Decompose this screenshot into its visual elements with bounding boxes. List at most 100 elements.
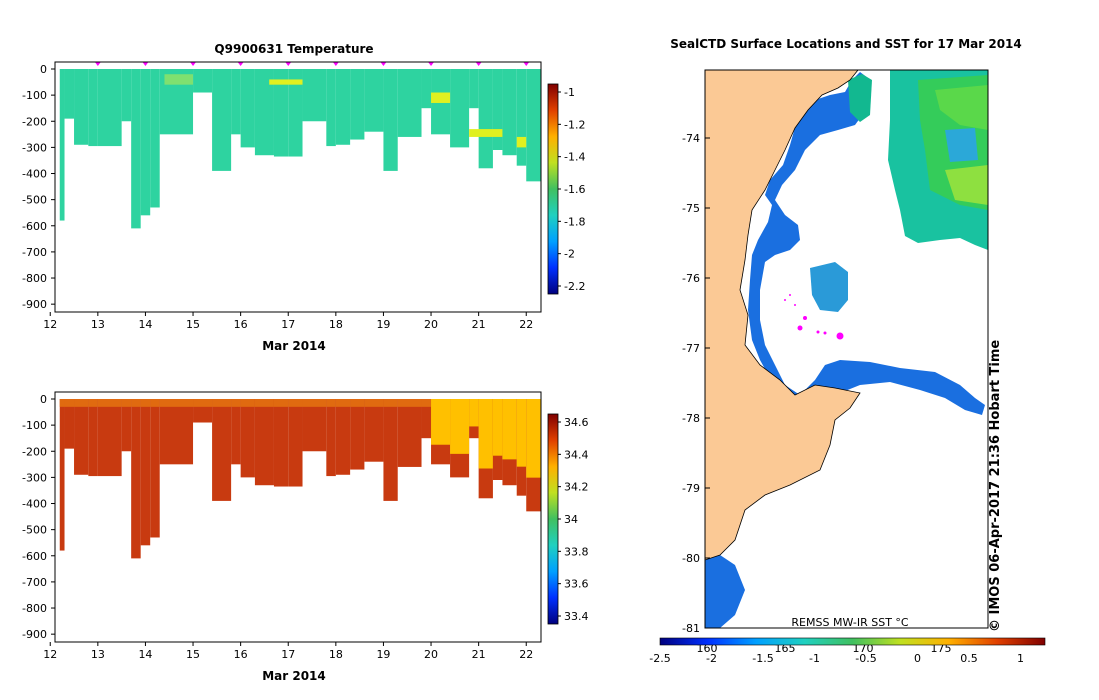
temperature-profile-column [350,69,365,140]
map-frame [704,69,989,629]
y-tick-label: -100 [22,419,47,432]
temperature-profile-column [335,69,351,145]
colorbar-label: 33.4 [564,610,589,623]
y-tick-label: -700 [22,576,47,589]
temperature-profile-column [502,69,517,156]
salinity-profile-column [150,399,160,538]
temperature-profile-column [492,69,503,150]
salinity-surface-layer [140,399,151,407]
temperature-profile-column [288,69,303,157]
x-tick-label: 19 [376,648,390,661]
temperature-profile-column [364,69,384,132]
sst-colorbar-label: -0.5 [855,652,876,665]
ctd-location-marker [823,331,827,335]
salinity-profile-column [64,399,75,449]
colorbar-label: -1.2 [564,118,585,131]
salinity-profile-column [421,399,432,439]
y-tick-label: -900 [22,628,47,641]
salinity-surface-layer [97,399,122,407]
x-tick-label: 16 [234,648,248,661]
y-tick-label: -900 [22,298,47,311]
temperature-warm-patch [431,92,451,103]
temperature-profile-column [88,69,98,147]
ctd-location-marker [797,325,803,331]
lat-label: -75 [682,202,700,215]
salinity-surface-layer [88,399,98,407]
temperature-profile-column [526,69,541,182]
sst-polynya [810,262,848,312]
y-tick-label: -600 [22,550,47,563]
ctd-location-marker [836,332,844,340]
temperature-warm-patch [269,79,303,85]
salinity-surface-layer [364,399,384,407]
salinity-profile-column [350,399,365,470]
salinity-profile-column [121,399,132,452]
lat-label: -80 [682,552,700,565]
map-title: SealCTD Surface Locations and SST for 17… [670,37,1022,51]
colorbar-label: -1.4 [564,151,585,164]
temperature-profile-column [302,69,327,122]
temperature-profile-column [74,69,89,145]
x-tick-label: 17 [281,318,295,331]
temperature-profile-column [516,69,527,166]
temperature-profile-column [64,69,75,119]
lat-label: -81 [682,622,700,635]
sst-colorbar-label: 0 [914,652,921,665]
ctd-location-marker [784,299,786,301]
temperature-profile-column [478,69,493,169]
lat-label: -78 [682,412,700,425]
x-tick-label: 22 [519,318,533,331]
x-tick-label: 12 [43,648,57,661]
x-tick-label: 17 [281,648,295,661]
x-tick-label: 22 [519,648,533,661]
colorbar-gradient [547,413,559,625]
salinity-surface-layer [383,399,398,407]
temperature-profile-column [97,69,122,147]
temperature-xlabel: Mar 2014 [262,339,326,353]
salinity-surface-layer [212,399,232,407]
profile-marker [142,62,149,66]
colorbar-label: 34 [564,513,578,526]
temperature-profile-column [326,69,336,147]
temperature-profile-column [469,69,479,109]
salinity-surface-layer [397,399,422,407]
ctd-location-marker [816,330,820,334]
salinity-plot-frame [54,391,542,643]
temperature-chart: Q9900631 Temperature 0 -100 -200 -300 -400 -5… [22,42,585,353]
y-tick-label: -500 [22,524,47,537]
salinity-profile-column [131,399,141,559]
sst-coastal-band [748,72,985,415]
temperature-colorbar: -1 -1.2 -1.4 -1.6 -1.8 -2 -2.2 [547,83,585,295]
salinity-profile-column [273,399,289,487]
y-tick-label: -200 [22,445,47,458]
colorbar-label: 33.8 [564,545,589,558]
x-tick-label: 16 [234,318,248,331]
x-tick-label: 18 [329,318,343,331]
y-tick-label: 0 [40,393,47,406]
temperature-profile-column [59,69,65,221]
sst-map: SealCTD Surface Locations and SST for 17… [649,37,1046,665]
salinity-surface-layer [288,399,303,407]
salinity-profile-column [302,399,327,452]
salinity-chart: 0 -100 -200 -300 -400 -500 -600 -700 -800 -900 12… [22,391,589,683]
profile-marker [237,62,244,66]
x-tick-label: 14 [138,318,152,331]
x-tick-label: 20 [424,318,438,331]
sst-colorbar-label: -1.5 [752,652,773,665]
profile-marker [190,62,197,66]
sst-field-east-warmest [935,85,988,130]
temperature-profile-column [193,69,213,93]
y-tick-label: -500 [22,194,47,207]
salinity-profile-column [231,399,241,465]
x-tick-label: 13 [91,648,105,661]
profile-marker [285,62,292,66]
profile-marker [332,62,339,66]
profile-marker [475,62,482,66]
salinity-profile-column [140,399,151,546]
salinity-surface-layer [502,399,517,460]
y-tick-label: -400 [22,498,47,511]
x-tick-label: 21 [472,648,486,661]
colorbar-label: 34.2 [564,481,589,494]
ctd-location-marker [803,316,807,320]
